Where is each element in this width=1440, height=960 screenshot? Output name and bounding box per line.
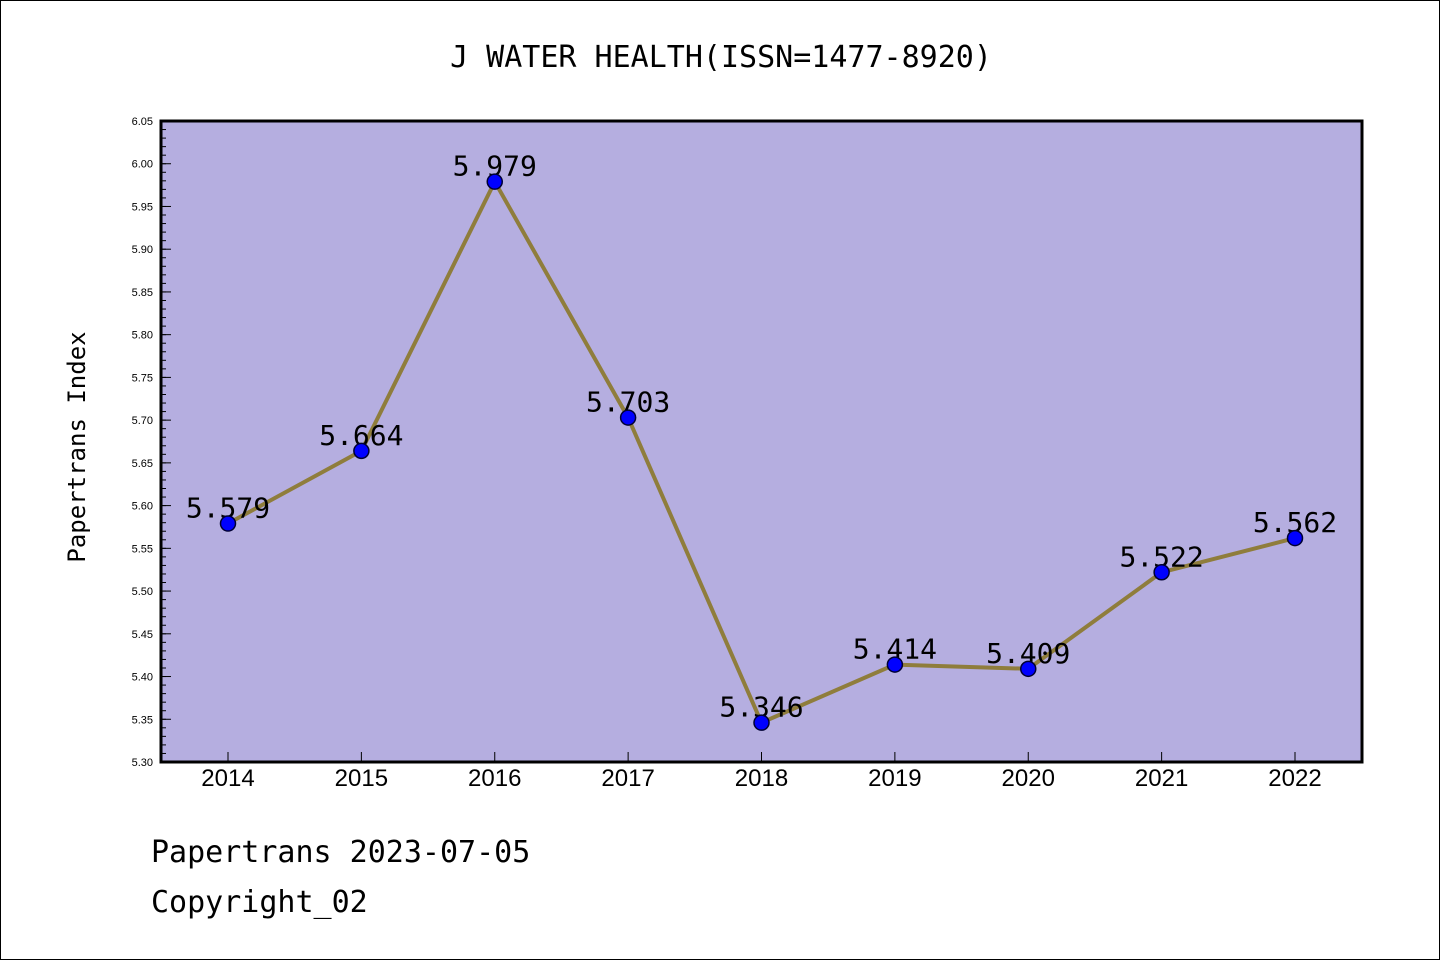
x-tick-label: 2021 [1135,765,1188,792]
y-tick-label: 5.70 [132,415,153,427]
footer-date-text: Papertrans 2023-07-05 [151,835,531,870]
axis-ticks: 5.30 5.35 5.40 5.45 5.50 5.55 5.60 5.65 5.70 5.75… [132,116,1322,792]
y-tick-label: 5.55 [132,543,153,555]
x-tick-label: 2019 [868,765,921,792]
x-tick-label: 2022 [1268,765,1321,792]
data-point [753,714,770,731]
y-tick-label: 5.50 [132,586,153,598]
data-point [619,409,637,426]
footer-copyright-text: Copyright_02 [151,885,368,920]
x-tick-label: 2016 [468,765,521,792]
y-tick-label: 6.05 [132,116,153,128]
y-tick-label: 5.60 [132,501,153,513]
x-tick-label: 2018 [735,765,788,792]
y-tick-label: 5.85 [132,287,153,299]
plot-area [161,121,1362,762]
y-tick-label: 5.90 [132,244,153,256]
data-point [486,173,503,190]
y-tick-label: 5.35 [132,714,153,726]
y-tick-label: 5.95 [132,201,153,213]
data-markers [219,173,1304,731]
data-point [1153,564,1170,581]
y-tick-label: 5.80 [132,330,153,342]
y-tick-label: 5.45 [132,629,153,641]
data-point [1286,529,1304,547]
data-point [886,656,904,673]
x-tick-label: 2017 [601,765,654,792]
y-tick-label: 5.30 [132,757,153,769]
data-point [353,442,370,460]
y-axis-label: Papertrans Index [63,331,91,562]
x-tick-label: 2014 [201,765,254,792]
y-tick-label: 5.65 [132,458,153,470]
x-tick-label: 2020 [1002,765,1055,792]
y-tick-label: 5.40 [132,672,153,684]
x-tick-label: 2015 [335,765,388,792]
data-point [219,515,237,532]
chart-title: J WATER HEALTH(ISSN=1477-8920) [450,40,992,75]
data-point [1020,660,1037,678]
y-tick-label: 5.75 [132,372,153,384]
y-tick-label: 6.00 [132,159,153,171]
plot-border [159,119,1364,764]
